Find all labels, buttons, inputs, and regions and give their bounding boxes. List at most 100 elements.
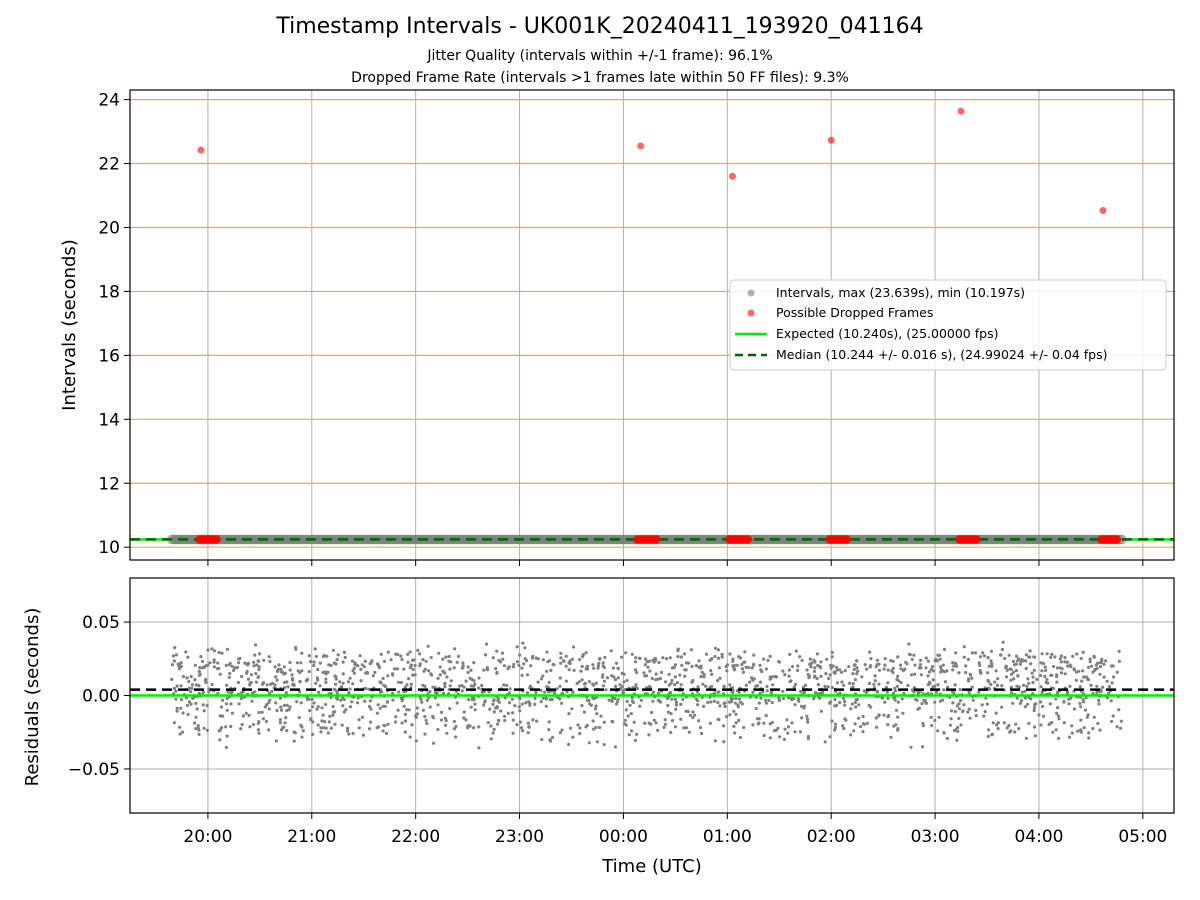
residual-point bbox=[924, 656, 928, 660]
residual-point bbox=[251, 691, 255, 695]
residual-point bbox=[316, 667, 320, 672]
residual-point bbox=[405, 683, 409, 687]
residual-point bbox=[933, 700, 937, 704]
residual-point bbox=[181, 711, 185, 715]
residual-point bbox=[920, 702, 924, 706]
residual-point bbox=[324, 702, 328, 707]
residual-point bbox=[1079, 705, 1083, 709]
residual-point bbox=[1041, 704, 1045, 709]
residual-point bbox=[392, 667, 397, 671]
residual-point bbox=[237, 661, 241, 665]
dropped-frame-point-1 bbox=[637, 142, 645, 150]
residual-point bbox=[409, 663, 413, 667]
residual-point bbox=[288, 668, 292, 672]
residual-point bbox=[1085, 715, 1089, 719]
residual-point bbox=[262, 658, 266, 662]
residual-point bbox=[808, 657, 812, 661]
residual-point bbox=[697, 719, 701, 723]
residual-point bbox=[1092, 715, 1096, 719]
residual-point bbox=[670, 697, 674, 701]
residual-point bbox=[643, 663, 647, 667]
residual-point bbox=[220, 698, 225, 702]
residual-point bbox=[331, 704, 335, 709]
residual-point bbox=[467, 698, 471, 702]
residual-point bbox=[602, 743, 606, 747]
residual-point bbox=[658, 677, 663, 681]
residual-point bbox=[351, 682, 355, 686]
residual-point bbox=[899, 681, 903, 685]
residual-point bbox=[194, 727, 198, 731]
residual-point bbox=[440, 718, 444, 722]
residual-point bbox=[418, 664, 422, 668]
residual-point bbox=[319, 726, 323, 730]
residual-point bbox=[768, 675, 772, 679]
residual-point bbox=[1014, 662, 1018, 666]
residual-point bbox=[734, 696, 738, 701]
residual-point bbox=[503, 696, 507, 700]
residual-point bbox=[285, 708, 289, 713]
residual-point bbox=[207, 687, 211, 691]
residual-point bbox=[1049, 655, 1053, 660]
residual-point bbox=[543, 690, 547, 694]
residual-point bbox=[591, 682, 595, 686]
residual-point bbox=[933, 684, 937, 688]
residual-point bbox=[1007, 724, 1011, 728]
residual-point bbox=[602, 679, 607, 683]
residual-point bbox=[841, 724, 845, 728]
residual-point bbox=[701, 682, 705, 686]
residual-point bbox=[472, 726, 476, 730]
residual-point bbox=[226, 690, 230, 694]
residual-point bbox=[558, 697, 562, 701]
residual-point bbox=[696, 703, 700, 707]
residual-point bbox=[520, 673, 524, 678]
residual-point bbox=[235, 665, 240, 670]
residual-point bbox=[455, 660, 459, 664]
residual-point bbox=[531, 718, 535, 722]
residual-point bbox=[559, 661, 563, 665]
residual-point bbox=[178, 725, 182, 729]
residual-point bbox=[877, 714, 881, 718]
intervals-y-axis-label: Intervals (seconds) bbox=[59, 239, 80, 411]
residual-point bbox=[334, 682, 338, 686]
residual-point bbox=[732, 663, 737, 668]
residual-point bbox=[955, 704, 960, 708]
residual-point bbox=[189, 675, 193, 679]
residual-point bbox=[955, 664, 959, 668]
residual-point bbox=[624, 708, 628, 712]
residual-point bbox=[506, 711, 510, 715]
residual-point bbox=[793, 682, 798, 687]
residual-point bbox=[269, 682, 273, 686]
residual-point bbox=[355, 701, 360, 705]
residual-point bbox=[347, 732, 351, 736]
residual-point bbox=[1027, 721, 1031, 726]
residual-point bbox=[955, 738, 959, 742]
residual-point bbox=[386, 650, 390, 654]
residual-point bbox=[300, 725, 304, 729]
residual-point bbox=[408, 735, 412, 739]
residual-point bbox=[1063, 656, 1067, 660]
residual-point bbox=[508, 687, 512, 691]
residual-point bbox=[399, 654, 403, 658]
residual-point bbox=[342, 650, 346, 655]
residual-point bbox=[207, 690, 211, 694]
residual-point bbox=[441, 657, 445, 661]
residual-point bbox=[254, 680, 258, 684]
residual-point bbox=[1020, 690, 1024, 694]
residual-point bbox=[436, 676, 440, 681]
intervals-y-tick-label: 12 bbox=[98, 474, 120, 494]
residual-point bbox=[792, 685, 796, 689]
residual-point bbox=[1032, 725, 1037, 729]
residual-point bbox=[1031, 675, 1035, 679]
residual-point bbox=[406, 652, 410, 657]
residual-point bbox=[744, 665, 748, 669]
residual-point bbox=[391, 691, 395, 695]
residual-point bbox=[367, 727, 372, 731]
residuals-y-axis-label: Residuals (seconds) bbox=[22, 608, 43, 787]
residual-point bbox=[684, 709, 688, 713]
residual-point bbox=[613, 696, 617, 701]
residual-point bbox=[740, 702, 745, 706]
residual-point bbox=[718, 676, 722, 680]
residual-point bbox=[229, 691, 233, 695]
residual-point bbox=[1062, 721, 1066, 725]
residual-point bbox=[1039, 661, 1043, 665]
